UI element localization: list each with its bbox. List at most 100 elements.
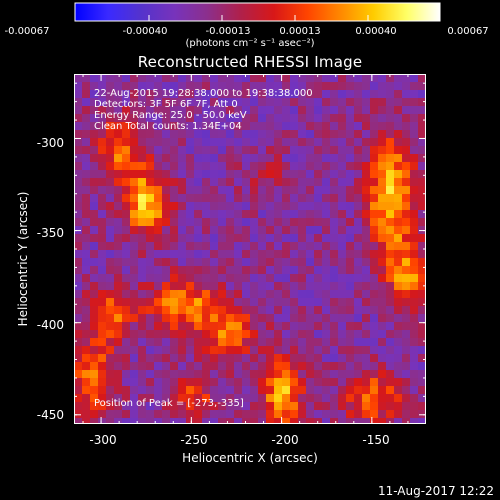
- heatmap-cell: [82, 378, 90, 386]
- heatmap-cell: [218, 162, 226, 170]
- heatmap-cell: [138, 242, 146, 250]
- heatmap-cell: [386, 234, 394, 242]
- heatmap-cell: [82, 322, 90, 330]
- heatmap-cell: [106, 298, 114, 306]
- heatmap-cell: [186, 338, 194, 346]
- heatmap-cell: [274, 298, 282, 306]
- heatmap-cell: [170, 322, 178, 330]
- heatmap-cell: [402, 330, 410, 338]
- heatmap-cell: [330, 130, 338, 138]
- heatmap-cell: [186, 378, 194, 386]
- heatmap-cell: [266, 378, 274, 386]
- heatmap-cell: [258, 242, 266, 250]
- heatmap-cell: [250, 330, 258, 338]
- heatmap-cell: [330, 154, 338, 162]
- heatmap-cell: [226, 250, 234, 258]
- heatmap-cell: [162, 258, 170, 266]
- heatmap-cell: [258, 362, 266, 370]
- heatmap-cell: [386, 330, 394, 338]
- heatmap-cell: [90, 410, 98, 418]
- heatmap-cell: [234, 370, 242, 378]
- heatmap-cell: [266, 138, 274, 146]
- heatmap-cell: [258, 266, 266, 274]
- heatmap-cell: [362, 354, 370, 362]
- heatmap-cell: [418, 330, 426, 338]
- heatmap-cell: [90, 74, 98, 82]
- heatmap-cell: [346, 402, 354, 410]
- heatmap-cell: [226, 394, 234, 402]
- heatmap-cell: [314, 74, 322, 82]
- heatmap-cell: [258, 330, 266, 338]
- heatmap-cell: [378, 178, 386, 186]
- heatmap-cell: [370, 306, 378, 314]
- heatmap-cell: [202, 210, 210, 218]
- heatmap-cell: [418, 194, 426, 202]
- heatmap-cell: [234, 354, 242, 362]
- heatmap-cell: [386, 362, 394, 370]
- heatmap-cell: [218, 386, 226, 394]
- heatmap-cell: [282, 122, 290, 130]
- heatmap-cell: [282, 186, 290, 194]
- heatmap-cell: [258, 410, 266, 418]
- heatmap-cell: [178, 378, 186, 386]
- heatmap-cell: [226, 354, 234, 362]
- y-tick-label: -450: [36, 408, 64, 422]
- heatmap-cell: [322, 106, 330, 114]
- heatmap-cell: [226, 378, 234, 386]
- heatmap-cell: [298, 354, 306, 362]
- heatmap-cell: [370, 418, 378, 424]
- heatmap-cell: [338, 346, 346, 354]
- heatmap-cell: [146, 322, 154, 330]
- heatmap-cell: [90, 402, 98, 410]
- heatmap-cell: [170, 122, 178, 130]
- heatmap-cell: [162, 226, 170, 234]
- heatmap-cell: [130, 194, 138, 202]
- heatmap-cell: [258, 146, 266, 154]
- heatmap-cell: [234, 138, 242, 146]
- heatmap-cell: [138, 194, 146, 202]
- heatmap-cell: [210, 378, 218, 386]
- heatmap-cell: [194, 306, 202, 314]
- heatmap-cell: [258, 306, 266, 314]
- heatmap-cell: [122, 186, 130, 194]
- heatmap-cell: [146, 314, 154, 322]
- heatmap-cell: [378, 122, 386, 130]
- heatmap-cell: [242, 114, 250, 122]
- heatmap-cell: [90, 394, 98, 402]
- heatmap-cell: [194, 354, 202, 362]
- heatmap-cell: [98, 178, 106, 186]
- heatmap-cell: [338, 306, 346, 314]
- heatmap-cell: [394, 258, 402, 266]
- heatmap-cell: [322, 146, 330, 154]
- heatmap-cell: [410, 370, 418, 378]
- heatmap-cell: [266, 82, 274, 90]
- heatmap-cell: [202, 186, 210, 194]
- heatmap-cell: [394, 242, 402, 250]
- heatmap-cell: [306, 82, 314, 90]
- heatmap-cell: [146, 226, 154, 234]
- heatmap-cell: [74, 266, 82, 274]
- heatmap-cell: [154, 90, 162, 98]
- heatmap-cell: [306, 306, 314, 314]
- heatmap-cell: [314, 322, 322, 330]
- heatmap-cell: [394, 354, 402, 362]
- heatmap-cell: [154, 258, 162, 266]
- heatmap-cell: [410, 194, 418, 202]
- heatmap-cell: [218, 306, 226, 314]
- heatmap-cell: [274, 98, 282, 106]
- heatmap-cell: [338, 98, 346, 106]
- heatmap-cell: [346, 386, 354, 394]
- heatmap-cell: [410, 338, 418, 346]
- heatmap-cell: [338, 194, 346, 202]
- heatmap-cell: [106, 386, 114, 394]
- heatmap-cell: [250, 250, 258, 258]
- heatmap-cell: [314, 298, 322, 306]
- heatmap-cell: [194, 130, 202, 138]
- heatmap-cell: [410, 242, 418, 250]
- heatmap-cell: [242, 146, 250, 154]
- heatmap-cell: [242, 90, 250, 98]
- heatmap-cell: [98, 82, 106, 90]
- heatmap-cell: [370, 274, 378, 282]
- heatmap-cell: [386, 218, 394, 226]
- heatmap-cell: [90, 146, 98, 154]
